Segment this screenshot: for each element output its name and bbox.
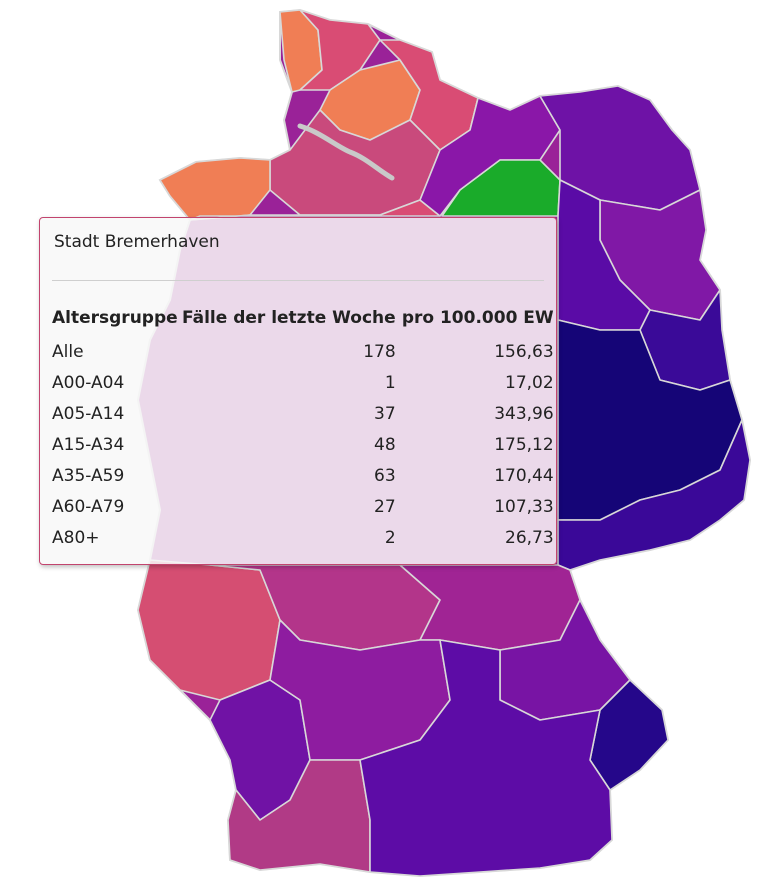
map-region[interactable] [159,157,271,221]
cases-cell: 2 [384,527,396,548]
incidence-cell: 107,33 [494,496,554,517]
map-region[interactable] [137,559,281,701]
table-row: A15-A34 48 175,12 [52,429,554,460]
table-row: A05-A14 37 343,96 [52,398,554,429]
incidence-cell: 156,63 [494,341,554,362]
table-row: Alle 178 156,63 [52,336,554,367]
map-region[interactable] [419,95,561,217]
column-header-cases-last-week: Fälle der letzte Woche [182,308,396,328]
table-row: A80+ 2 26,73 [52,522,554,553]
cases-cell: 37 [374,403,396,424]
incidence-cell: 170,44 [494,465,554,486]
age-group-cell: A00-A04 [52,372,125,393]
age-group-cell: A35-A59 [52,465,125,486]
column-header-age-group: Altersgruppe [52,308,178,328]
cases-cell: 1 [384,372,396,393]
age-group-cell: A05-A14 [52,403,125,424]
cases-cell: 27 [374,496,396,517]
incidence-cell: 175,12 [494,434,554,455]
map-region[interactable] [189,199,441,221]
map-region[interactable] [557,419,751,571]
age-group-table: Altersgruppe Fälle der letzte Woche pro … [52,308,554,553]
table-row: A60-A79 27 107,33 [52,491,554,522]
incidence-cell: 26,73 [505,527,554,548]
incidence-cell: 343,96 [494,403,554,424]
tooltip-title: Stadt Bremerhaven [54,232,220,252]
age-group-cell: A15-A34 [52,434,125,455]
tooltip-divider [52,280,544,281]
elbe-river [297,123,395,181]
cases-cell: 178 [363,341,396,362]
incidence-cell: 17,02 [505,372,554,393]
table-row: A00-A04 1 17,02 [52,367,554,398]
map-region[interactable] [359,639,613,877]
region-tooltip: Stadt Bremerhaven Altersgruppe Fälle der… [39,217,557,565]
cases-cell: 63 [374,465,396,486]
table-header-row: Altersgruppe Fälle der letzte Woche pro … [52,308,554,336]
map-region[interactable] [539,85,701,211]
table-row: A35-A59 63 170,44 [52,460,554,491]
age-group-cell: Alle [52,341,84,362]
cases-cell: 48 [374,434,396,455]
age-group-cell: A80+ [52,527,100,548]
column-header-per-100k: pro 100.000 EW [401,308,554,328]
age-group-cell: A60-A79 [52,496,125,517]
